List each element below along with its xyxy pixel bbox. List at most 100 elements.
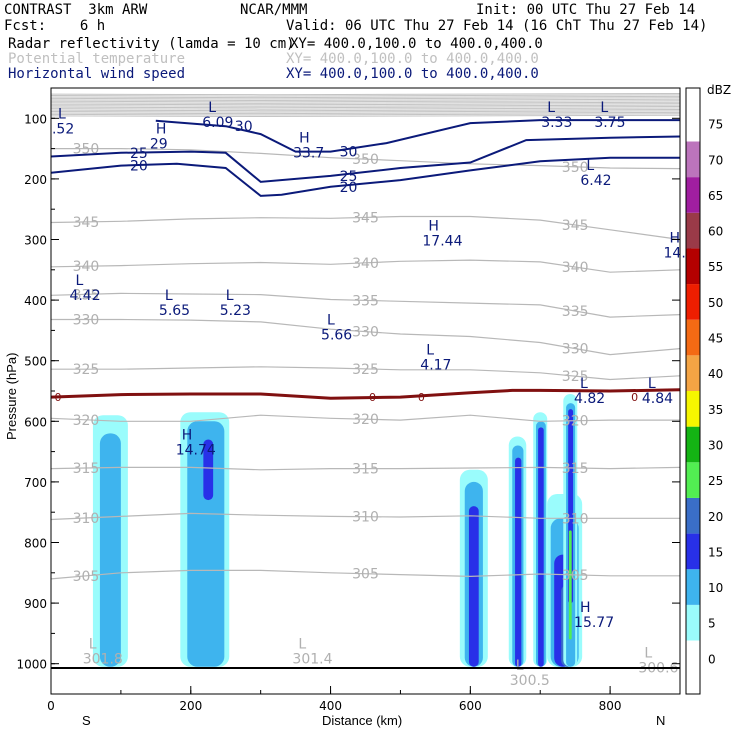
field-theta-name: Potential temperature bbox=[8, 51, 186, 67]
colorbar-level-label: 15 bbox=[708, 545, 723, 559]
extremum-value: 17.44 bbox=[422, 233, 462, 249]
wind-contour-25 bbox=[51, 135, 680, 183]
colorbar-level-label: 0 bbox=[708, 652, 716, 666]
extremum-H: H bbox=[156, 121, 167, 137]
colorbar-swatch bbox=[686, 640, 700, 677]
extremum-L: L bbox=[327, 312, 335, 328]
theta-contour-label: 340 bbox=[562, 260, 589, 276]
theta-contour-label: 345 bbox=[562, 218, 589, 234]
theta-contour-label: 315 bbox=[562, 461, 589, 477]
wind-contour-20 bbox=[51, 156, 680, 197]
colorbar-level-label: 25 bbox=[708, 474, 723, 488]
theta-contour-label: 320 bbox=[562, 414, 589, 430]
theta-contour-label: 310 bbox=[73, 511, 100, 527]
colorbar-level-label: 35 bbox=[708, 403, 723, 417]
extremum-value: 3.33 bbox=[541, 115, 572, 131]
theta-strat-line bbox=[51, 94, 680, 97]
extremum-L: L bbox=[165, 288, 173, 304]
theta-contour-label: 335 bbox=[73, 287, 100, 303]
theta-contour-350 bbox=[51, 148, 680, 170]
stratosphere-theta-bands bbox=[51, 93, 680, 118]
valid-time: Valid: 06 UTC Thu 27 Feb 14 (16 ChT Thu … bbox=[286, 18, 708, 34]
colorbar-swatch bbox=[686, 177, 700, 213]
colorbar-level-label: 70 bbox=[708, 153, 723, 167]
reflectivity-cell bbox=[187, 421, 225, 667]
freezing-level-label: 0 bbox=[631, 391, 638, 404]
field-reflectivity-name: Radar reflectivity (lamda = 10 cm) bbox=[8, 36, 295, 52]
theta-strat-line bbox=[51, 113, 680, 116]
theta-strat-line bbox=[51, 98, 680, 102]
colorbar-level-label: 30 bbox=[708, 438, 723, 452]
colorbar-swatch bbox=[686, 284, 700, 320]
theta-contour-label: 340 bbox=[73, 259, 100, 275]
extremum-value: 33.7 bbox=[293, 146, 324, 162]
wind-contour-30 bbox=[155, 119, 680, 153]
theta-strat-line bbox=[51, 110, 680, 113]
theta-contour-label: 310 bbox=[562, 511, 589, 527]
freezing-level-contour: 0 0 0 0 bbox=[51, 388, 680, 404]
theta-contour-label: 305 bbox=[562, 568, 589, 584]
theta-contour-label: 325 bbox=[73, 362, 100, 378]
theta-contour-label: 310 bbox=[352, 510, 379, 526]
extremum-L: L bbox=[580, 376, 588, 392]
theta-contour-label: 320 bbox=[352, 412, 379, 428]
colorbar-level-label: 65 bbox=[708, 189, 723, 203]
theta-contour-label: 330 bbox=[562, 342, 589, 358]
extremum-L: L bbox=[547, 100, 555, 116]
theta-contour-310 bbox=[51, 512, 680, 521]
extremum-L: L bbox=[298, 637, 306, 653]
theta-strat-line bbox=[51, 111, 680, 115]
y-tick-label: 300 bbox=[24, 234, 47, 248]
extremum-value: 29 bbox=[150, 136, 168, 152]
theta-strat-line bbox=[51, 114, 680, 118]
reflectivity-cell bbox=[203, 439, 214, 501]
theta-contour-label: 325 bbox=[352, 362, 379, 378]
colorbar-level-label: 45 bbox=[708, 332, 723, 346]
x-end-label-north: N bbox=[656, 713, 665, 728]
theta-strat-line bbox=[51, 103, 680, 106]
colorbar-level-label: 60 bbox=[708, 225, 723, 239]
theta-contour-label: 305 bbox=[352, 567, 379, 583]
reflectivity-cell bbox=[538, 427, 544, 667]
wind-contour-label: 30 bbox=[235, 119, 253, 135]
wind-contour-label: 20 bbox=[340, 180, 358, 196]
extremum-value: .52 bbox=[52, 121, 74, 137]
extremum-value: 4.82 bbox=[574, 391, 605, 407]
extremum-L: L bbox=[516, 658, 524, 674]
theta-strat-line bbox=[51, 93, 680, 96]
field-wind-xy: XY= 400.0,100.0 to 400.0,400.0 bbox=[286, 66, 539, 82]
theta-strat-line bbox=[51, 100, 680, 103]
wind-contour-label: 30 bbox=[340, 145, 358, 161]
y-tick-label: 600 bbox=[24, 415, 47, 429]
theta-strat-line bbox=[51, 104, 680, 107]
colorbar-level-label: 20 bbox=[708, 510, 723, 524]
x-tick-label: 600 bbox=[459, 699, 482, 713]
theta-contour-345 bbox=[51, 215, 680, 241]
theta-contour-label: 325 bbox=[562, 369, 589, 385]
y-tick-label: 400 bbox=[24, 294, 47, 308]
x-tick-label: 0 bbox=[47, 699, 55, 713]
theta-contour-315 bbox=[51, 466, 680, 471]
x-tick-label: 400 bbox=[319, 699, 342, 713]
theta-contour-label: 335 bbox=[352, 293, 379, 309]
colorbar-swatch bbox=[686, 319, 700, 356]
extremum-value: 5.66 bbox=[321, 327, 352, 343]
x-tick-label: 200 bbox=[179, 699, 202, 713]
extremum-L: L bbox=[75, 273, 83, 289]
reflectivity-cell bbox=[468, 506, 479, 667]
freezing-level-label: 0 bbox=[54, 391, 61, 404]
colorbar-swatch bbox=[686, 604, 700, 641]
extremum-value: 4.42 bbox=[69, 288, 100, 304]
y-tick-label: 200 bbox=[24, 173, 47, 187]
extremum-H: H bbox=[428, 218, 439, 234]
theta-contour-325 bbox=[51, 366, 680, 381]
theta-contour-label: 335 bbox=[562, 304, 589, 320]
colorbar-level-label: 55 bbox=[708, 260, 723, 274]
theta-contour-label: 340 bbox=[352, 256, 379, 272]
extremum-value: 301.4 bbox=[292, 652, 332, 668]
colorbar-level-label: 40 bbox=[708, 367, 723, 381]
colorbar-swatch bbox=[686, 391, 700, 427]
extremum-value: 4.84 bbox=[642, 391, 673, 407]
